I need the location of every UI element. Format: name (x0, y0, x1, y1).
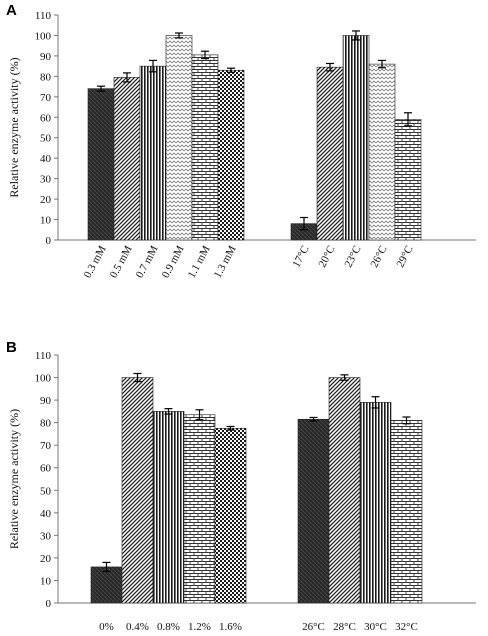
x-tick-label: 28°C (333, 621, 356, 633)
x-tick-label: 0.7 mM (134, 244, 161, 281)
y-tick-label: 70 (40, 440, 52, 452)
x-tick-label: 0.8% (157, 621, 180, 633)
y-tick-label: 30 (40, 174, 52, 186)
x-tick-label: 0.3 mM (82, 244, 109, 281)
y-tick-label: 50 (40, 133, 52, 145)
y-tick-label: 0 (46, 235, 52, 247)
bar (342, 35, 370, 241)
x-tick-label: 0.9 mM (160, 244, 187, 281)
bar (139, 65, 167, 241)
x-tick-label: 26°C (368, 244, 389, 270)
bar (113, 77, 141, 241)
panel-label: B (6, 339, 17, 356)
x-tick-label: 26°C (302, 621, 325, 633)
bar (165, 35, 193, 241)
y-tick-label: 100 (35, 30, 52, 42)
y-tick-label: 40 (40, 153, 52, 165)
y-tick-label: 20 (40, 553, 52, 565)
bar-group-2: 26°C 28°C 30°C 32°C (297, 374, 423, 633)
y-axis-label: Relative enzyme activity (%) (7, 409, 21, 549)
bar (121, 377, 154, 604)
bar (394, 119, 422, 241)
y-tick-label: 100 (35, 373, 52, 385)
x-tick-label: 0% (99, 621, 114, 633)
y-tick-label: 0 (46, 598, 52, 610)
bar (152, 411, 185, 604)
y-tick-label: 60 (40, 112, 52, 124)
x-tick-label: 1.6% (219, 621, 242, 633)
x-tick-label: 32°C (395, 621, 418, 633)
x-tick-label: 17°C (290, 244, 311, 270)
y-tick-label: 50 (40, 485, 52, 497)
bar (316, 66, 344, 241)
bar (87, 88, 115, 241)
bar-group-2: 17°C 20°C 23°C 26°C 29°C (290, 30, 422, 270)
y-tick-label: 70 (40, 92, 52, 104)
y-tick-label: 90 (40, 51, 52, 63)
y-tick-label: 80 (40, 71, 52, 83)
bar (191, 54, 219, 241)
x-tick-label: 1.1 mM (186, 244, 213, 281)
x-tick-label: 0.4% (126, 621, 149, 633)
y-tick-label: 110 (35, 10, 52, 22)
x-tick-label: 23°C (342, 244, 363, 270)
panel-b: B 0 10 20 30 40 50 60 70 80 90 100 110 Relative enzym… (6, 339, 476, 633)
bar-group-1: 0.3 mM 0.5 mM 0.7 mM 0.9 mM 1.1 mM 1.3 mM (82, 32, 245, 281)
x-tick-label: 0.5 mM (108, 244, 135, 281)
panel-a: A 0 10 20 30 40 50 60 70 80 90 100 110 Relative enzym… (6, 2, 476, 280)
bar (214, 427, 247, 604)
bar (390, 420, 423, 604)
bar (90, 566, 123, 604)
y-tick-label: 110 (35, 350, 52, 362)
y-tick-label: 80 (40, 418, 52, 430)
x-tick-label: 29°C (394, 244, 415, 270)
bar (368, 63, 396, 241)
x-tick-label: 20°C (316, 244, 337, 270)
panel-label: A (6, 2, 17, 19)
bar (217, 69, 245, 241)
x-tick-label: 1.3 mM (212, 244, 239, 281)
bar (297, 418, 330, 604)
bar (359, 402, 392, 604)
y-tick-label: 60 (40, 463, 52, 475)
bar-group-1: 0% 0.4% 0.8% 1.2% 1.6% (90, 372, 247, 633)
y-tick-label: 90 (40, 395, 52, 407)
bar (328, 377, 361, 604)
y-tick-label: 30 (40, 530, 52, 542)
x-tick-label: 30°C (364, 621, 387, 633)
y-axis-label: Relative enzyme activity (%) (7, 57, 21, 197)
y-tick-label: 10 (40, 575, 52, 587)
y-tick-label: 40 (40, 508, 52, 520)
y-tick-label: 10 (40, 215, 52, 227)
bar (183, 414, 216, 604)
y-tick-label: 20 (40, 194, 52, 206)
x-tick-label: 1.2% (188, 621, 211, 633)
